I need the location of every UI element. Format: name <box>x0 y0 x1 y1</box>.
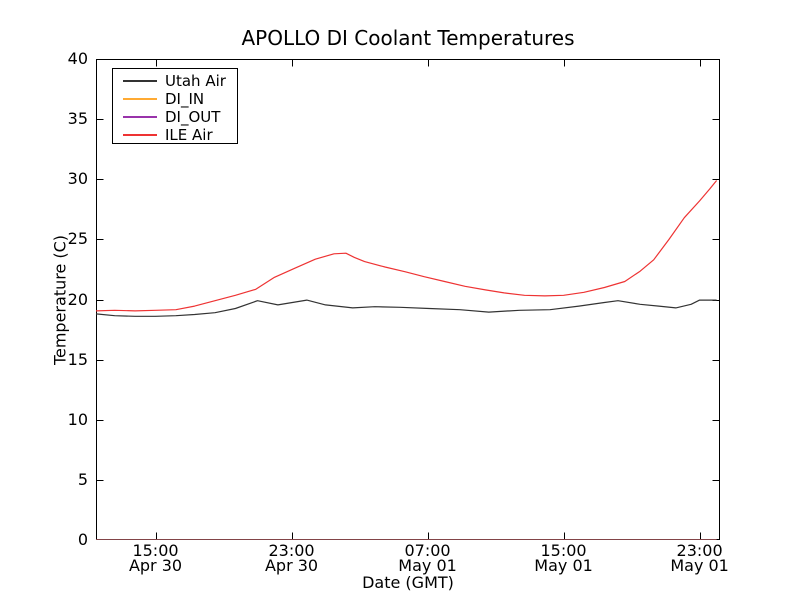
legend-line-sample <box>123 80 157 82</box>
y-tick-label: 35 <box>67 109 88 129</box>
legend-label: ILE Air <box>165 126 213 144</box>
y-tick-label: 40 <box>67 49 88 68</box>
y-tick-label: 5 <box>77 469 88 489</box>
legend-label: DI_OUT <box>165 108 221 126</box>
legend-label: Utah Air <box>165 72 226 90</box>
y-tick-label: 30 <box>67 169 88 189</box>
legend-line-sample <box>123 134 157 136</box>
legend-line-sample <box>123 98 157 100</box>
legend-label: DI_IN <box>165 90 205 108</box>
x-tick-label: 23:00 May 01 <box>670 541 729 575</box>
x-tick-label: 07:00 May 01 <box>398 541 457 575</box>
legend-entry-di-out: DI_OUT <box>113 108 237 126</box>
y-tick-label: 20 <box>67 289 88 309</box>
legend: Utah Air DI_IN DI_OUT ILE Air <box>112 68 238 144</box>
legend-line-sample <box>123 116 157 118</box>
x-tick-label: 15:00 May 01 <box>534 541 593 575</box>
chart-title: APOLLO DI Coolant Temperatures <box>241 26 575 50</box>
y-tick-label: 10 <box>67 409 88 429</box>
legend-entry-di-in: DI_IN <box>113 90 237 108</box>
x-tick-label: 15:00 Apr 30 <box>128 541 183 575</box>
y-tick-label: 25 <box>67 229 88 249</box>
y-tick-label: 0 <box>77 530 88 549</box>
y-tick-label: 15 <box>67 349 88 369</box>
x-axis-label: Date (GMT) <box>362 573 454 592</box>
plot-area <box>96 59 720 540</box>
x-tick-label: 23:00 Apr 30 <box>264 541 319 575</box>
series-line-ile-air <box>96 180 718 312</box>
legend-entry-ile-air: ILE Air <box>113 126 237 144</box>
legend-entry-utah-air: Utah Air <box>113 72 237 90</box>
series-line-utah-air <box>96 299 717 317</box>
